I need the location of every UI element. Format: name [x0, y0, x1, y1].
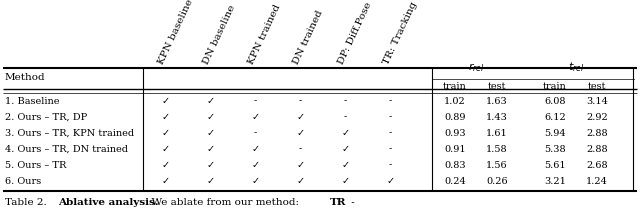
Text: 5.94: 5.94 [544, 128, 566, 138]
Text: 1.61: 1.61 [486, 128, 508, 138]
Text: train: train [543, 82, 567, 91]
Text: 0.91: 0.91 [444, 145, 466, 153]
Text: -: - [388, 97, 392, 105]
Text: -: - [344, 112, 347, 122]
Text: 2.68: 2.68 [586, 161, 608, 169]
Text: $\checkmark$: $\checkmark$ [340, 161, 349, 169]
Text: 1.63: 1.63 [486, 97, 508, 105]
Text: We ablate from our method:: We ablate from our method: [145, 198, 302, 207]
Text: 0.83: 0.83 [444, 161, 466, 169]
Text: 2. Ours – TR, DP: 2. Ours – TR, DP [5, 112, 87, 122]
Text: -: - [388, 161, 392, 169]
Text: DN baseline: DN baseline [202, 4, 237, 66]
Text: $\checkmark$: $\checkmark$ [340, 176, 349, 186]
Text: 4. Ours – TR, DN trained: 4. Ours – TR, DN trained [5, 145, 128, 153]
Text: $\checkmark$: $\checkmark$ [205, 161, 214, 169]
Text: TR: Tracking: TR: Tracking [382, 0, 419, 66]
Text: -: - [344, 97, 347, 105]
Text: -: - [253, 97, 257, 105]
Text: 2.92: 2.92 [586, 112, 608, 122]
Text: 1.43: 1.43 [486, 112, 508, 122]
Text: $t_{rel}$: $t_{rel}$ [568, 60, 584, 74]
Text: $\checkmark$: $\checkmark$ [205, 128, 214, 138]
Text: $\checkmark$: $\checkmark$ [161, 145, 169, 153]
Text: $\checkmark$: $\checkmark$ [205, 176, 214, 186]
Text: 2.88: 2.88 [586, 145, 608, 153]
Text: -: - [298, 145, 301, 153]
Text: $\checkmark$: $\checkmark$ [161, 161, 169, 169]
Text: $r_{rel}$: $r_{rel}$ [468, 61, 484, 74]
Text: -: - [348, 198, 355, 207]
Text: 1.02: 1.02 [444, 97, 466, 105]
Text: 1.56: 1.56 [486, 161, 508, 169]
Text: 0.26: 0.26 [486, 176, 508, 186]
Text: 1.58: 1.58 [486, 145, 508, 153]
Text: $\checkmark$: $\checkmark$ [251, 112, 259, 122]
Text: Table 2.: Table 2. [5, 198, 53, 207]
Text: $\checkmark$: $\checkmark$ [161, 97, 169, 105]
Text: 3. Ours – TR, KPN trained: 3. Ours – TR, KPN trained [5, 128, 134, 138]
Text: 2.88: 2.88 [586, 128, 608, 138]
Text: $\checkmark$: $\checkmark$ [386, 176, 394, 186]
Text: test: test [488, 82, 506, 91]
Text: train: train [443, 82, 467, 91]
Text: TR: TR [330, 198, 346, 207]
Text: Method: Method [5, 74, 45, 82]
Text: $\checkmark$: $\checkmark$ [251, 176, 259, 186]
Text: KPN trained: KPN trained [247, 3, 282, 66]
Text: 5. Ours – TR: 5. Ours – TR [5, 161, 67, 169]
Text: $\checkmark$: $\checkmark$ [205, 112, 214, 122]
Text: test: test [588, 82, 606, 91]
Text: 6.08: 6.08 [544, 97, 566, 105]
Text: 0.24: 0.24 [444, 176, 466, 186]
Text: $\checkmark$: $\checkmark$ [161, 176, 169, 186]
Text: $\checkmark$: $\checkmark$ [205, 145, 214, 153]
Text: -: - [253, 128, 257, 138]
Text: -: - [388, 145, 392, 153]
Text: $\checkmark$: $\checkmark$ [296, 128, 304, 138]
Text: $\checkmark$: $\checkmark$ [251, 145, 259, 153]
Text: $\checkmark$: $\checkmark$ [340, 145, 349, 153]
Text: 3.21: 3.21 [544, 176, 566, 186]
Text: 6. Ours: 6. Ours [5, 176, 41, 186]
Text: $\checkmark$: $\checkmark$ [340, 128, 349, 138]
Text: $\checkmark$: $\checkmark$ [161, 112, 169, 122]
Text: Ablative analysis.: Ablative analysis. [58, 198, 159, 207]
Text: 1. Baseline: 1. Baseline [5, 97, 60, 105]
Text: 6.12: 6.12 [544, 112, 566, 122]
Text: 0.89: 0.89 [444, 112, 466, 122]
Text: -: - [298, 97, 301, 105]
Text: $\checkmark$: $\checkmark$ [161, 128, 169, 138]
Text: $\checkmark$: $\checkmark$ [205, 97, 214, 105]
Text: $\checkmark$: $\checkmark$ [296, 176, 304, 186]
Text: 3.14: 3.14 [586, 97, 608, 105]
Text: 5.38: 5.38 [544, 145, 566, 153]
Text: 5.61: 5.61 [544, 161, 566, 169]
Text: -: - [388, 128, 392, 138]
Text: -: - [388, 112, 392, 122]
Text: DP: Diff.Pose: DP: Diff.Pose [337, 1, 374, 66]
Text: 0.93: 0.93 [444, 128, 466, 138]
Text: $\checkmark$: $\checkmark$ [296, 161, 304, 169]
Text: DN trained: DN trained [292, 9, 325, 66]
Text: 1.24: 1.24 [586, 176, 608, 186]
Text: KPN baseline: KPN baseline [157, 0, 195, 66]
Text: $\checkmark$: $\checkmark$ [251, 161, 259, 169]
Text: $\checkmark$: $\checkmark$ [296, 112, 304, 122]
